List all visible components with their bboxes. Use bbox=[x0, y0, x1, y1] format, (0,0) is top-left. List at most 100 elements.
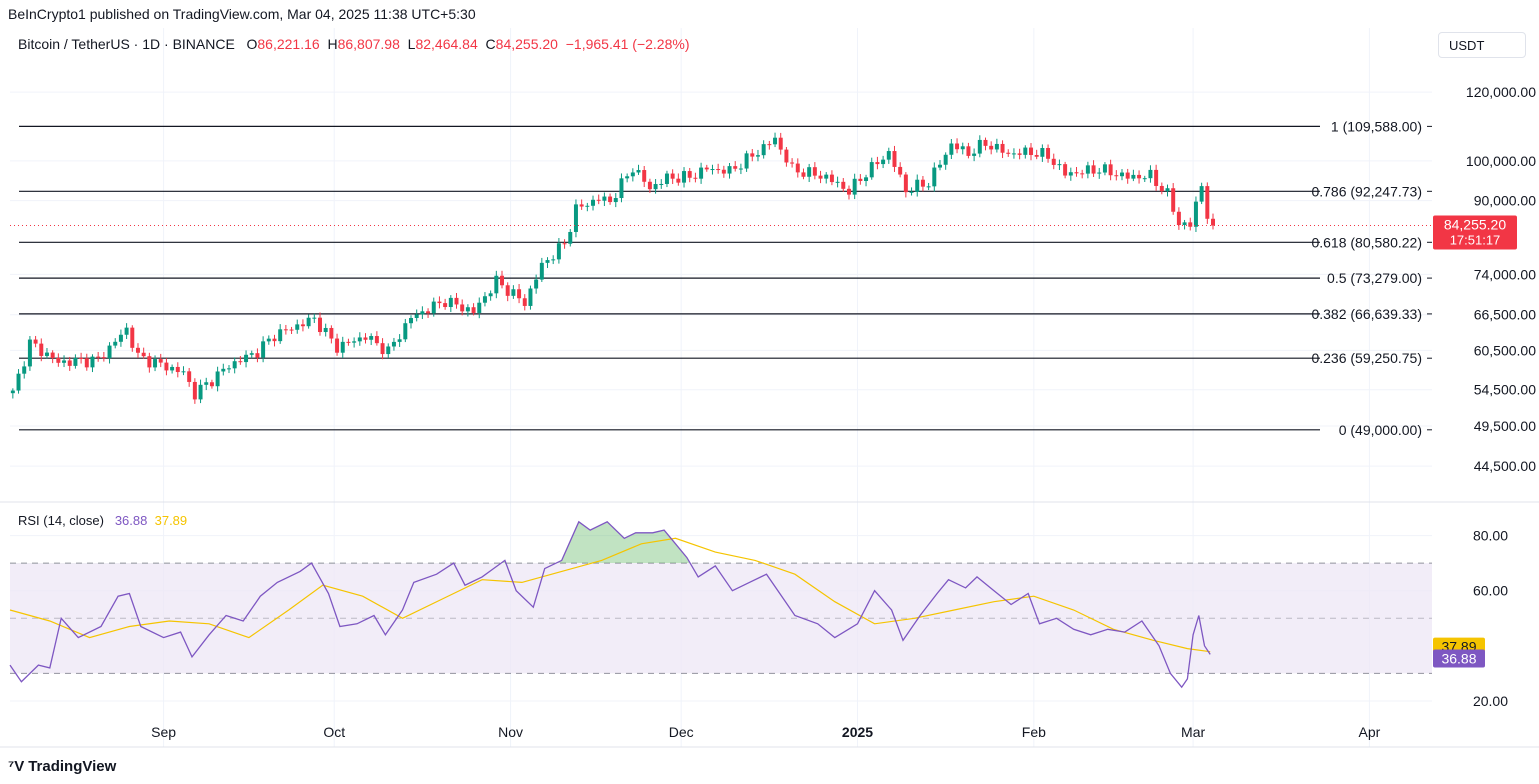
candle-body bbox=[761, 144, 766, 156]
candle-body bbox=[909, 191, 914, 193]
candle-body bbox=[1176, 211, 1181, 226]
price-axis-label: 120,000.00 bbox=[1466, 84, 1536, 100]
candle-body bbox=[238, 361, 243, 363]
open-label: O bbox=[246, 36, 258, 52]
candle bbox=[33, 335, 38, 348]
candle-body bbox=[107, 345, 112, 359]
candle bbox=[295, 319, 300, 334]
candle bbox=[807, 163, 812, 183]
candle-body bbox=[318, 317, 322, 333]
candle-body bbox=[1142, 178, 1147, 180]
time-axis: Sep Oct Nov Dec 2025 Feb Mar Apr bbox=[151, 724, 1381, 740]
candle-body bbox=[454, 297, 459, 305]
candle-body bbox=[460, 304, 465, 312]
candle-body bbox=[300, 324, 305, 327]
candle-body bbox=[693, 177, 698, 179]
candle bbox=[84, 353, 89, 371]
rsi-band bbox=[10, 563, 1432, 674]
candle-body bbox=[175, 366, 180, 373]
candle-body bbox=[682, 171, 687, 183]
candle-body bbox=[340, 341, 345, 353]
candle-body bbox=[323, 327, 328, 333]
candle-body bbox=[249, 353, 254, 355]
price-axis-label: 100,000.00 bbox=[1466, 153, 1536, 169]
candle-body bbox=[363, 337, 368, 340]
candle-body bbox=[39, 343, 44, 356]
candle bbox=[687, 167, 692, 183]
candle bbox=[926, 182, 931, 191]
candle bbox=[192, 378, 197, 404]
candle-body bbox=[699, 167, 704, 179]
grid-lines bbox=[10, 28, 1432, 747]
candle-body bbox=[244, 354, 249, 363]
candle bbox=[812, 162, 817, 180]
candle-body bbox=[903, 174, 908, 193]
time-axis-label: 2025 bbox=[842, 724, 873, 740]
close-value: 84,255.20 bbox=[495, 36, 558, 52]
price-change: −1,965.41 (−2.28%) bbox=[565, 36, 690, 52]
candle-body bbox=[602, 196, 607, 201]
candle bbox=[613, 193, 618, 208]
candle-body bbox=[704, 167, 709, 170]
candle bbox=[437, 296, 442, 309]
candle-body bbox=[642, 170, 647, 182]
candle bbox=[209, 379, 214, 389]
candle bbox=[596, 194, 601, 205]
candle-body bbox=[613, 198, 618, 203]
candle bbox=[56, 353, 61, 367]
candle-body bbox=[272, 338, 277, 342]
candle bbox=[636, 164, 641, 175]
candle-body bbox=[670, 173, 675, 179]
candle-body bbox=[130, 327, 135, 348]
candle-body bbox=[181, 371, 186, 373]
high-value: 86,807.98 bbox=[337, 36, 400, 52]
time-axis-label: Nov bbox=[498, 724, 523, 740]
candle bbox=[534, 274, 539, 294]
footer-brand[interactable]: ⁷V TradingView bbox=[8, 758, 116, 775]
candle-body bbox=[926, 186, 931, 188]
candle bbox=[852, 173, 857, 200]
candle bbox=[704, 164, 709, 172]
candle-body bbox=[778, 137, 783, 150]
candle-body bbox=[1057, 164, 1062, 166]
candle bbox=[471, 303, 476, 316]
candle-body bbox=[79, 357, 84, 359]
candle bbox=[50, 350, 55, 364]
candle bbox=[329, 325, 334, 344]
last-price-countdown: 17:51:17 bbox=[1450, 232, 1501, 247]
candle bbox=[482, 292, 487, 307]
candle bbox=[130, 325, 135, 352]
candle-body bbox=[437, 301, 442, 304]
candle bbox=[266, 335, 271, 345]
candle-body bbox=[733, 166, 738, 169]
candle bbox=[1131, 169, 1136, 182]
symbol-title[interactable]: Bitcoin / TetherUS · 1D · BINANCE bbox=[18, 36, 235, 52]
candle-body bbox=[659, 183, 664, 185]
candle bbox=[306, 314, 311, 329]
rsi-legend-label[interactable]: RSI (14, close) bbox=[18, 513, 104, 528]
candle bbox=[977, 135, 982, 158]
currency-button[interactable]: USDT bbox=[1438, 32, 1526, 58]
candle bbox=[1159, 182, 1164, 195]
candle-body bbox=[528, 288, 533, 306]
candle-body bbox=[397, 339, 402, 342]
price-axis-label: 66,500.00 bbox=[1474, 307, 1536, 323]
candle bbox=[488, 290, 493, 301]
candle-body bbox=[374, 336, 379, 344]
candle bbox=[278, 324, 283, 344]
candle bbox=[1097, 167, 1102, 179]
candle-body bbox=[738, 168, 743, 170]
candle bbox=[1120, 169, 1124, 181]
candle bbox=[22, 361, 27, 379]
candle-body bbox=[278, 329, 283, 342]
candle-body bbox=[488, 293, 493, 297]
candle bbox=[505, 282, 510, 302]
candle bbox=[778, 132, 783, 155]
candle bbox=[318, 312, 322, 336]
candle-body bbox=[556, 243, 561, 260]
candle-body bbox=[539, 262, 544, 280]
high-label: H bbox=[327, 36, 338, 52]
candle bbox=[869, 157, 874, 180]
candle-body bbox=[448, 297, 453, 308]
